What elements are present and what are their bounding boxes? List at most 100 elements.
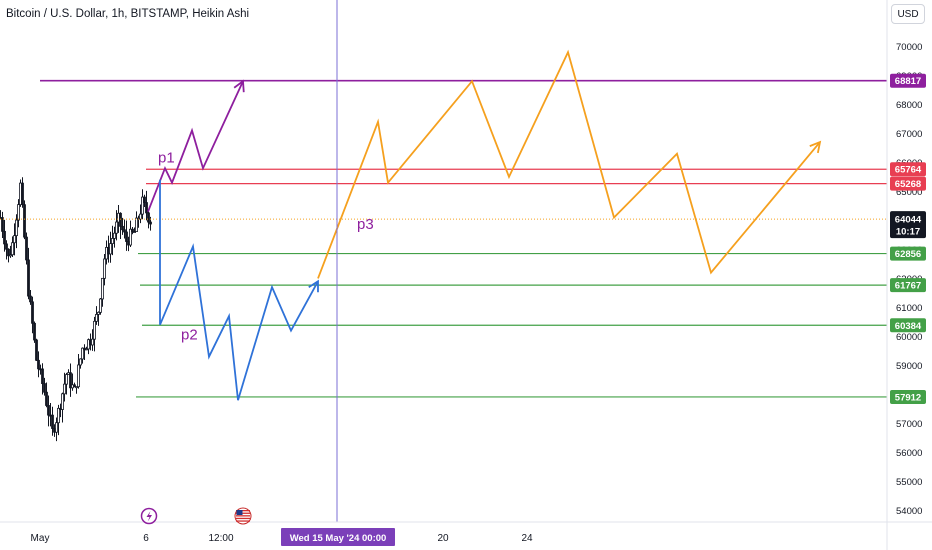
candle-body	[5, 243, 8, 250]
y-tick-label: 56000	[896, 448, 922, 459]
crosshair: Wed 15 May '24 00:00	[281, 0, 395, 546]
candle-body	[15, 219, 18, 237]
candle-body	[3, 230, 6, 245]
countdown-label: 10:17	[896, 227, 920, 238]
candle-body	[129, 228, 132, 246]
candle-body	[35, 339, 38, 361]
candle-body	[109, 243, 112, 255]
candle-body	[45, 391, 48, 406]
label-p2: p2	[181, 326, 198, 343]
candle-body	[85, 348, 88, 351]
candle-body	[143, 196, 146, 203]
price-tags: 68817 65764 65268 62856 61767 60384 57912 64044…	[890, 73, 926, 404]
candle-body	[95, 314, 98, 322]
y-tick-label: 54000	[896, 506, 922, 517]
price-tag	[890, 73, 926, 88]
candle-body	[149, 221, 152, 225]
candle-body	[125, 231, 128, 242]
y-tick-label: 59000	[896, 361, 922, 372]
candle-body	[33, 322, 36, 341]
candle-body	[21, 182, 24, 206]
candle-body	[123, 229, 126, 233]
path-p2	[159, 179, 319, 401]
price-tag	[890, 318, 926, 333]
candle-body	[115, 221, 118, 234]
candle-body	[81, 347, 84, 360]
currency-button[interactable]: USD	[891, 4, 925, 24]
candle-body	[139, 213, 142, 220]
y-tick-label: 60000	[896, 332, 922, 343]
candle-body	[99, 298, 102, 313]
y-tick-label: 57000	[896, 419, 922, 430]
y-tick-label: 67000	[896, 129, 922, 140]
candle-body	[133, 231, 136, 233]
lightning-icon	[140, 507, 158, 525]
y-tick-label: 61000	[896, 303, 922, 314]
candle-body	[135, 217, 138, 232]
y-tick-label: 65000	[896, 187, 922, 198]
candle-body	[29, 295, 32, 303]
price-tag	[890, 246, 926, 261]
price-tag-label: 60384	[895, 321, 922, 332]
label-p3: p3	[357, 216, 374, 233]
us-flag-icon-stripe	[236, 517, 250, 520]
path-p3	[317, 49, 821, 279]
candle-body	[91, 338, 94, 346]
candle-body	[41, 368, 44, 384]
candle-body	[101, 277, 104, 300]
price-tag	[890, 162, 926, 177]
us-flag-icon-canton	[236, 510, 243, 515]
us-flag-icon	[234, 507, 252, 525]
candle-body	[55, 422, 58, 433]
candle-body	[47, 405, 50, 416]
candle-body	[103, 258, 106, 279]
us-flag-icon-stripe	[236, 512, 250, 514]
y-tick-label: 70000	[896, 42, 922, 53]
candle-body	[111, 238, 114, 245]
candle-body	[145, 202, 148, 214]
candle-body	[141, 196, 144, 215]
candle-body	[121, 225, 124, 231]
candle-body	[51, 414, 54, 429]
y-tick-label: 68000	[896, 100, 922, 111]
us-flag-icon-stripe	[236, 515, 250, 517]
price-tag	[890, 176, 926, 191]
symbol-title: Bitcoin / U.S. Dollar, 1h, BITSTAMP, Hei…	[6, 8, 250, 20]
last-price-tag	[890, 211, 926, 239]
candle-body	[27, 259, 30, 297]
x-tick-label: 12:00	[208, 533, 233, 544]
candle-body	[1, 217, 4, 232]
candle-body	[73, 384, 76, 388]
candle-body	[7, 248, 10, 257]
last-price-label: 64044	[895, 215, 922, 226]
price-tag	[890, 389, 926, 404]
projection-paths: p1 p2 p3	[147, 49, 822, 401]
candle-body	[97, 311, 100, 315]
price-tag-label: 62856	[895, 249, 921, 260]
path-p1	[147, 80, 244, 213]
price-tag	[890, 278, 926, 293]
candle-body	[25, 236, 28, 261]
crosshair-date-tag	[281, 528, 395, 546]
candle-body	[17, 204, 20, 221]
price-tag-label: 57912	[895, 392, 921, 403]
candle-body	[113, 232, 116, 239]
candle-body	[75, 386, 78, 389]
candle-body	[93, 320, 96, 340]
candle-body	[131, 228, 134, 233]
arrowhead-p1	[233, 79, 245, 93]
candle-body	[63, 383, 66, 395]
x-tick-label: 6	[143, 533, 149, 544]
candle-series	[0, 177, 152, 442]
price-tag-label: 68817	[895, 76, 921, 87]
price-tag-label: 61767	[895, 281, 921, 292]
candle-body	[57, 407, 60, 424]
crosshair-date-label: Wed 15 May '24 00:00	[290, 533, 387, 544]
price-levels	[0, 79, 887, 398]
us-flag-icon-stripe	[236, 520, 250, 522]
candle-body	[79, 358, 82, 366]
candle-body	[31, 301, 34, 324]
